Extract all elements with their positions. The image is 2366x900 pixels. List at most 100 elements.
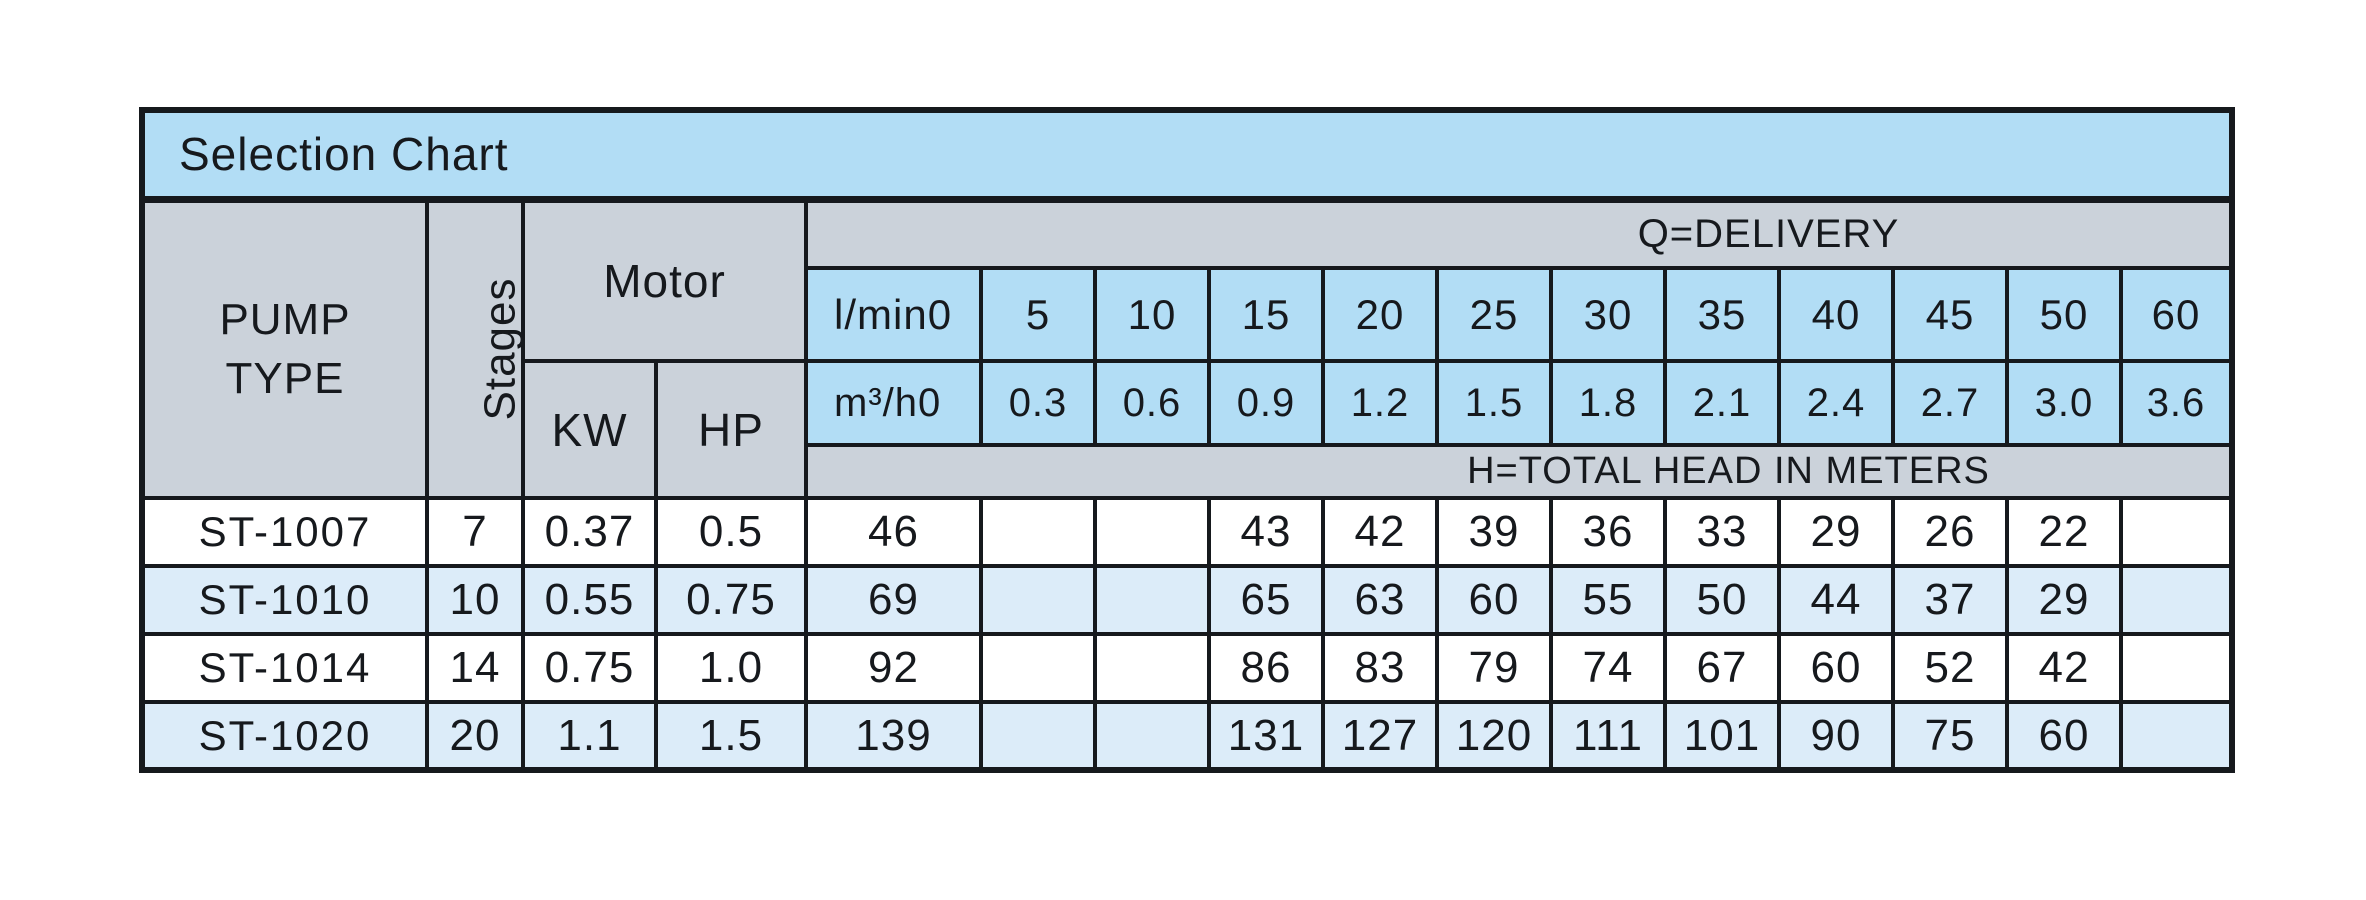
head-cell: 26 (1891, 496, 2009, 568)
chart-title: Selection Chart (140, 108, 2234, 203)
m3h-zero-value: 0 (918, 380, 942, 425)
m3h-value-cell: 3.6 (2119, 359, 2234, 447)
head-cell: 79 (1435, 632, 1553, 704)
head-cell: 63 (1321, 564, 1439, 636)
head-cell: 69 (804, 564, 983, 636)
m3h-value-cell: 3.0 (2005, 359, 2123, 447)
head-cell: 120 (1435, 700, 1553, 772)
kw-cell: 0.55 (521, 564, 658, 636)
head-cell: 55 (1549, 564, 1667, 636)
m3h-value-cell: 0.6 (1093, 359, 1211, 447)
head-cell: 67 (1663, 632, 1781, 704)
head-cell: 29 (1777, 496, 1895, 568)
head-cell: 139 (804, 700, 983, 772)
lmin-value-cell: 30 (1549, 266, 1667, 363)
kw-cell: 0.75 (521, 632, 658, 704)
stages-cell: 20 (425, 700, 525, 772)
head-cell: 111 (1549, 700, 1667, 772)
lmin-row-label: l/min 0 (804, 266, 983, 363)
pump-type-cell: ST-1010 (140, 564, 429, 636)
hp-cell: 0.5 (654, 496, 808, 568)
head-cell: 50 (1663, 564, 1781, 636)
head-cell: 52 (1891, 632, 2009, 704)
head-cell: 60 (1435, 564, 1553, 636)
pump-type-header: PUMP TYPE (140, 197, 429, 500)
head-cell (979, 700, 1097, 772)
stages-cell: 7 (425, 496, 525, 568)
pump-type-cell: ST-1014 (140, 632, 429, 704)
head-cell: 101 (1663, 700, 1781, 772)
m3h-value-cell: 2.7 (1891, 359, 2009, 447)
head-cell: 90 (1777, 700, 1895, 772)
head-cell: 29 (2005, 564, 2123, 636)
m3h-value-cell: 0.9 (1207, 359, 1325, 447)
lmin-value-cell: 60 (2119, 266, 2234, 363)
head-cell (1093, 700, 1211, 772)
head-cell (1093, 564, 1211, 636)
lmin-value-cell: 20 (1321, 266, 1439, 363)
lmin-value-cell: 35 (1663, 266, 1781, 363)
head-cell: 39 (1435, 496, 1553, 568)
head-cell (2119, 700, 2234, 772)
head-cell: 42 (2005, 632, 2123, 704)
motor-header: Motor (521, 197, 808, 363)
head-cell: 127 (1321, 700, 1439, 772)
hp-cell: 0.75 (654, 564, 808, 636)
stages-header-label: Stages (475, 277, 523, 421)
m3h-value-cell: 2.1 (1663, 359, 1781, 447)
head-cell (2119, 632, 2234, 704)
lmin-value-cell: 10 (1093, 266, 1211, 363)
pump-type-cell: ST-1007 (140, 496, 429, 568)
head-cell: 37 (1891, 564, 2009, 636)
head-cell (979, 632, 1097, 704)
head-cell: 83 (1321, 632, 1439, 704)
m3h-value-cell: 1.8 (1549, 359, 1667, 447)
lmin-value-cell: 50 (2005, 266, 2123, 363)
stages-header: Stages (425, 197, 525, 500)
lmin-value-cell: 15 (1207, 266, 1325, 363)
pump-type-line2: TYPE (225, 354, 345, 404)
head-cell: 74 (1549, 632, 1667, 704)
lmin-value-cell: 40 (1777, 266, 1895, 363)
lmin-unit-label: l/min (834, 290, 928, 338)
head-cell: 131 (1207, 700, 1325, 772)
head-cell: 33 (1663, 496, 1781, 568)
head-cell: 44 (1777, 564, 1895, 636)
q-delivery-header: Q=DELIVERY (804, 197, 2234, 270)
m3h-value-cell: 2.4 (1777, 359, 1895, 447)
lmin-value-cell: 5 (979, 266, 1097, 363)
head-cell (979, 564, 1097, 636)
head-cell: 60 (1777, 632, 1895, 704)
head-cell (2119, 496, 2234, 568)
selection-chart-table: Selection Chart PUMP TYPE Stages Motor Q… (139, 107, 2235, 773)
head-cell: 42 (1321, 496, 1439, 568)
m3h-unit-label: m³/h (834, 380, 918, 425)
m3h-row-label: m³/h 0 (804, 359, 983, 447)
kw-cell: 0.37 (521, 496, 658, 568)
head-cell: 65 (1207, 564, 1325, 636)
m3h-value-cell: 0.3 (979, 359, 1097, 447)
head-cell: 75 (1891, 700, 2009, 772)
head-cell: 60 (2005, 700, 2123, 772)
hp-cell: 1.0 (654, 632, 808, 704)
pump-type-line1: PUMP (219, 294, 351, 344)
stages-cell: 10 (425, 564, 525, 636)
h-total-header: H=TOTAL HEAD IN METERS (804, 443, 2234, 500)
lmin-zero-value: 0 (927, 290, 953, 338)
selection-chart: Selection Chart PUMP TYPE Stages Motor Q… (139, 107, 2235, 773)
head-cell (1093, 632, 1211, 704)
head-cell (2119, 564, 2234, 636)
hp-cell: 1.5 (654, 700, 808, 772)
head-cell: 22 (2005, 496, 2123, 568)
hp-header: HP (654, 359, 808, 500)
m3h-value-cell: 1.5 (1435, 359, 1553, 447)
kw-header: KW (521, 359, 658, 500)
m3h-value-cell: 1.2 (1321, 359, 1439, 447)
head-cell (979, 496, 1097, 568)
lmin-value-cell: 25 (1435, 266, 1553, 363)
lmin-value-cell: 45 (1891, 266, 2009, 363)
head-cell: 92 (804, 632, 983, 704)
stages-cell: 14 (425, 632, 525, 704)
head-cell: 36 (1549, 496, 1667, 568)
